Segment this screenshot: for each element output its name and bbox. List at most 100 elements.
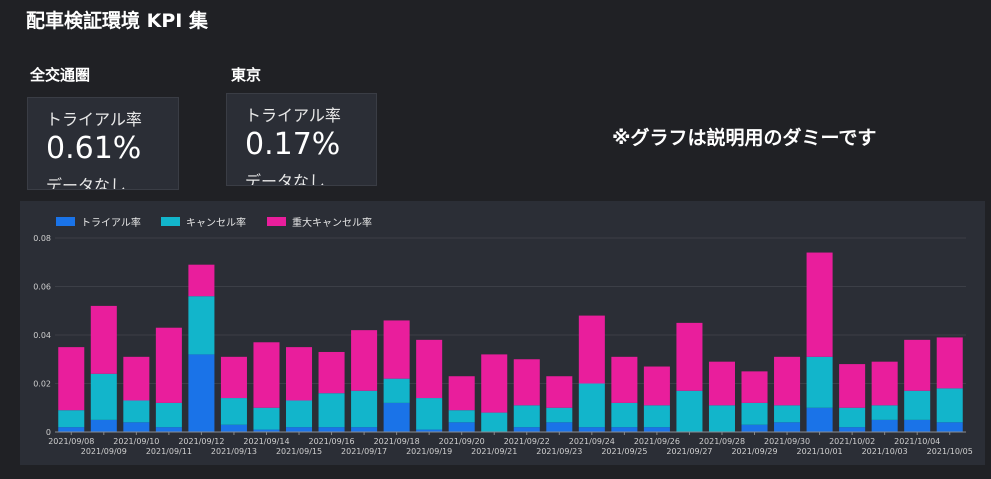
bar-segment [253, 407, 280, 430]
x-tick-label: 2021/10/01 [797, 447, 843, 456]
bar-segment [383, 378, 410, 403]
kpi-subtext: データなし [245, 172, 326, 186]
x-tick-label: 2021/09/18 [374, 437, 420, 446]
bar-segment [90, 373, 117, 420]
bar-segment [708, 361, 735, 406]
bar-segment [871, 419, 898, 432]
bar-segment [578, 315, 605, 384]
bar-segment [611, 427, 638, 432]
bar-segment [220, 424, 247, 432]
bar-segment [318, 351, 345, 394]
bar-segment [220, 398, 247, 425]
bar-segment [58, 347, 85, 411]
x-tick-label: 2021/09/30 [764, 437, 810, 446]
x-tick-label: 2021/09/12 [178, 437, 224, 446]
bar-segment [123, 422, 150, 432]
bar-segment [936, 337, 963, 389]
bar-segment [936, 388, 963, 423]
bar-segment [643, 427, 670, 432]
x-tick-label: 2021/09/20 [439, 437, 485, 446]
bar-segment [416, 398, 443, 430]
x-tick-label: 2021/09/23 [536, 447, 582, 456]
x-tick-label: 2021/09/26 [634, 437, 680, 446]
x-tick-label: 2021/09/09 [81, 447, 127, 456]
bar-segment [806, 252, 833, 357]
bar-segment [220, 356, 247, 399]
bar-segment [351, 427, 378, 432]
x-tick-label: 2021/10/04 [894, 437, 940, 446]
page-title: 配車検証環境 KPI 集 [26, 10, 208, 32]
bar-segment [448, 422, 475, 432]
legend-swatch-icon [161, 217, 180, 226]
bar-segment [286, 400, 313, 428]
kpi-card-all[interactable]: トライアル率 0.61% データなし [27, 97, 179, 190]
y-tick-label: 0 [46, 428, 51, 437]
x-tick-label: 2021/09/22 [504, 437, 550, 446]
bar-segment [806, 407, 833, 432]
bar-segment [839, 407, 866, 428]
x-tick-label: 2021/10/03 [862, 447, 908, 456]
x-tick-label: 2021/09/27 [666, 447, 712, 456]
bar-segment [611, 402, 638, 428]
kpi-label: トライアル率 [245, 106, 341, 125]
bar-segment [253, 429, 280, 432]
bar-segment [58, 427, 85, 432]
bar-segment [578, 427, 605, 432]
y-tick-label: 0.08 [33, 234, 51, 243]
bar-segment [546, 407, 573, 423]
bar-segment [123, 356, 150, 401]
bar-segment [774, 356, 801, 406]
x-tick-label: 2021/09/24 [569, 437, 615, 446]
bar-segment [188, 296, 215, 355]
x-tick-label: 2021/09/15 [276, 447, 322, 456]
bar-segment [708, 405, 735, 432]
legend-item-trial[interactable]: トライアル率 [56, 214, 141, 229]
bar-segment [741, 371, 768, 403]
bar-segment [90, 419, 117, 432]
x-tick-label: 2021/09/08 [48, 437, 94, 446]
bar-segment [481, 412, 508, 432]
bar-segment [871, 405, 898, 420]
legend-item-cancel[interactable]: キャンセル率 [161, 214, 246, 229]
legend-swatch-icon [56, 217, 75, 226]
bar-segment [383, 320, 410, 379]
x-tick-label: 2021/09/25 [601, 447, 647, 456]
dummy-data-note: ※グラフは説明用のダミーです [612, 127, 877, 149]
bar-segment [383, 402, 410, 432]
bar-segment [904, 339, 931, 391]
x-tick-label: 2021/09/11 [146, 447, 192, 456]
bar-segment [286, 347, 313, 401]
bar-segment [546, 422, 573, 432]
x-tick-label: 2021/09/28 [699, 437, 745, 446]
bar-segment [839, 364, 866, 408]
x-tick-label: 2021/09/29 [731, 447, 777, 456]
bar-segment [936, 422, 963, 432]
bar-segment [904, 390, 931, 420]
legend-swatch-icon [267, 217, 286, 226]
bar-segment [904, 419, 931, 432]
bar-segment [58, 410, 85, 428]
y-tick-label: 0.02 [33, 380, 51, 389]
bar-segment [155, 427, 182, 432]
bar-segment [741, 424, 768, 432]
kpi-card-tokyo[interactable]: トライアル率 0.17% データなし [226, 93, 377, 186]
kpi-label: トライアル率 [46, 110, 142, 129]
bar-segment [676, 390, 703, 432]
bar-segment [513, 359, 540, 406]
bar-segment [188, 354, 215, 432]
x-tick-label: 2021/10/05 [927, 447, 973, 456]
legend-label: 重大キャンセル率 [292, 218, 372, 229]
bar-segment [839, 427, 866, 432]
bar-segment [741, 402, 768, 425]
bar-segment [416, 429, 443, 432]
legend-item-major-cancel[interactable]: 重大キャンセル率 [267, 214, 372, 229]
bar-segment [513, 427, 540, 432]
bar-segment [676, 322, 703, 391]
x-tick-label: 2021/09/10 [113, 437, 159, 446]
bar-segment [351, 330, 378, 391]
x-tick-label: 2021/09/16 [308, 437, 354, 446]
bar-segment [90, 305, 117, 374]
bar-segment [155, 402, 182, 428]
bar-segment [774, 405, 801, 423]
bar-segment [774, 422, 801, 432]
